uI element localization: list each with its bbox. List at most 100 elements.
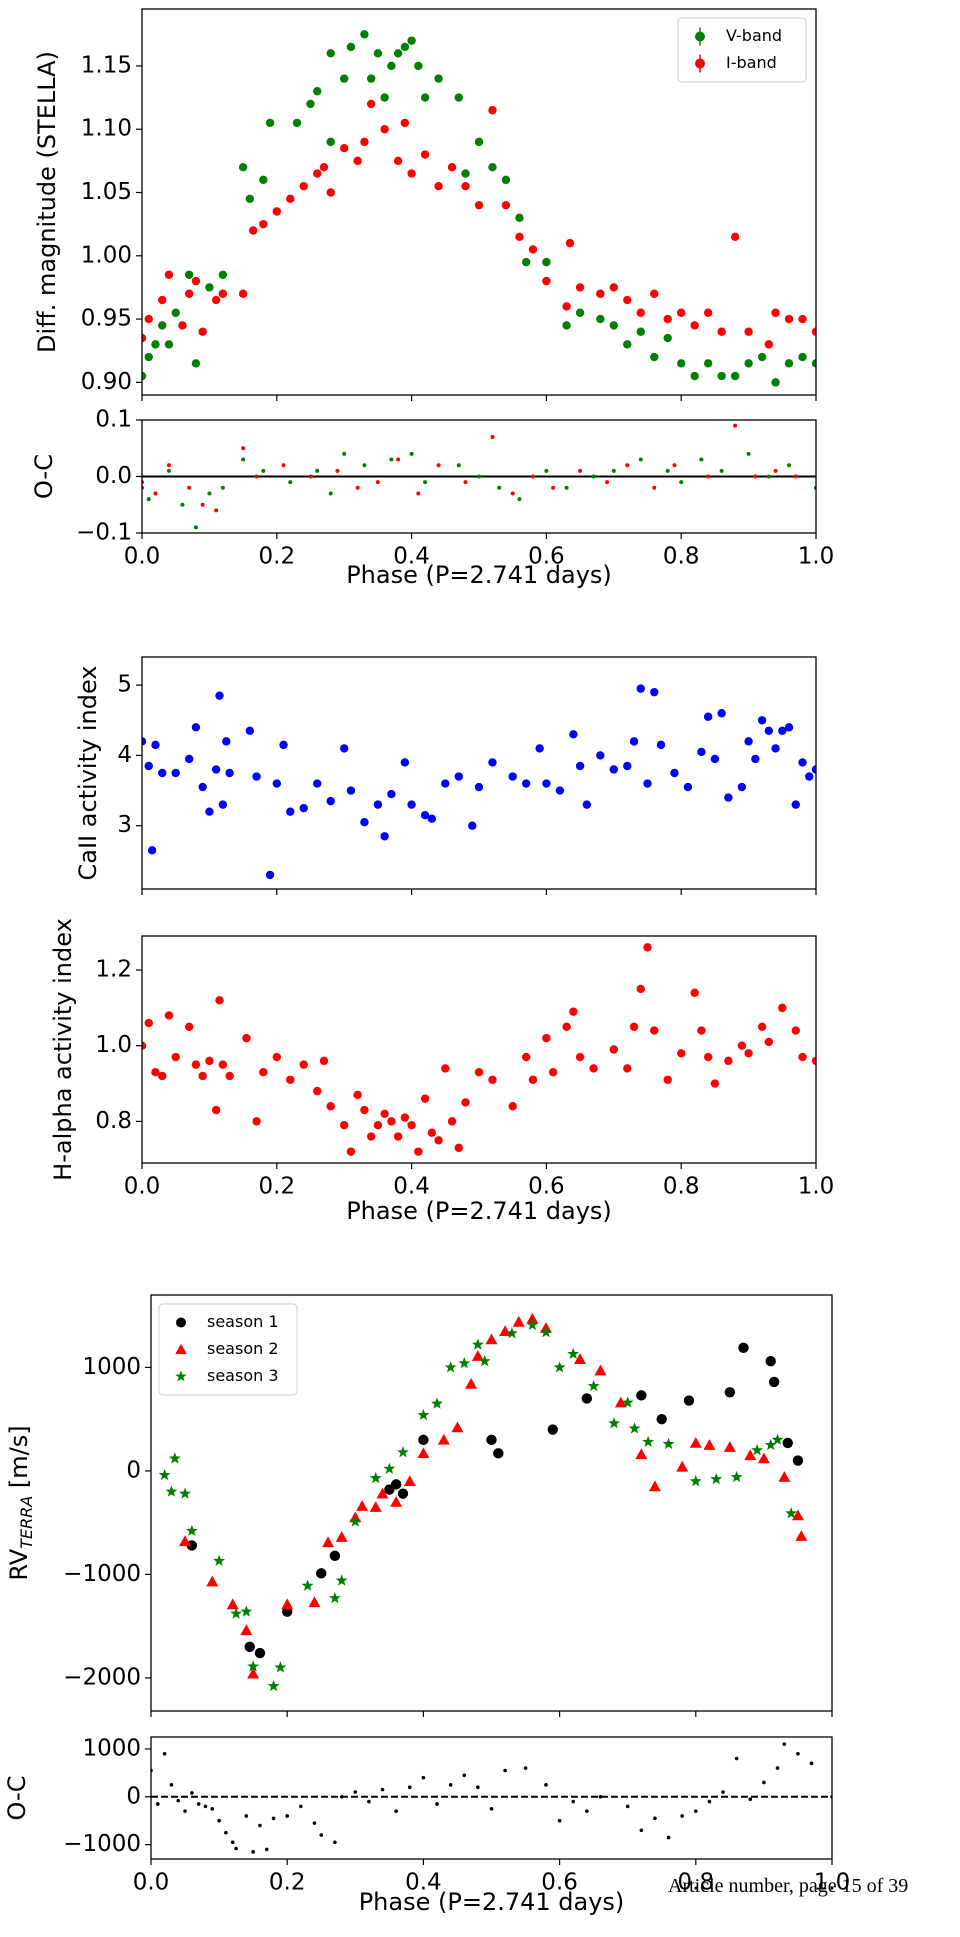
data-point [623,340,632,349]
data-point [213,1554,226,1566]
data-point [528,1075,538,1084]
data-point [211,765,221,774]
data-point [335,468,340,473]
data-point [376,1487,389,1499]
data-point [313,1086,322,1096]
data-point [575,761,585,771]
data-point [497,485,502,490]
data-point [575,308,585,317]
data-point [643,779,652,788]
data-point [528,245,538,254]
x-axis-label: Phase (P=2.741 days) [346,1197,612,1225]
data-point [689,1437,702,1448]
data-point [326,49,335,58]
data-point [689,1475,702,1487]
legend-marker [175,1370,187,1382]
data-point [730,232,740,242]
data-point [611,468,616,473]
data-point [811,359,816,368]
data-point [242,1033,251,1043]
data-point [551,485,556,490]
data-point [249,226,258,235]
data-point [501,175,511,185]
data-point [798,314,807,324]
y-tick-label: 0.1 [95,407,132,433]
data-point [574,1353,587,1364]
data-point [407,169,416,178]
data-point [158,321,167,330]
data-point [225,1071,234,1081]
data-point [719,468,724,473]
data-point [367,1799,371,1804]
x-tick-label: 0.6 [541,1870,578,1896]
data-point [746,451,751,456]
data-point [164,340,174,349]
data-point [346,1147,356,1156]
data-point [766,474,771,479]
y-axis-label: Diff. magnitude (STELLA) [33,51,61,353]
data-point [396,457,401,462]
data-point [184,270,194,279]
data-point [369,1501,382,1512]
data-point [650,1026,659,1035]
data-point [785,1507,798,1519]
data-point [737,1041,747,1050]
data-point [169,1783,174,1787]
data-point [697,747,706,757]
data-point [340,74,349,83]
data-point [463,480,468,485]
data-point [575,283,585,292]
data-point [390,1479,402,1490]
data-point [471,1338,484,1350]
data-point [488,162,497,172]
data-point [299,803,308,813]
data-point [764,1037,774,1047]
data-point [609,1045,618,1054]
data-point [485,1333,498,1345]
data-point [738,1342,749,1353]
data-point [191,359,201,368]
data-point [703,308,713,317]
data-point [252,772,261,781]
data-point [333,1840,337,1845]
data-point [744,1049,753,1058]
data-point [190,1791,194,1795]
data-point [407,36,416,45]
data-point [562,1022,571,1031]
data-point [340,744,349,753]
data-point [165,1485,178,1497]
y-tick-label: 3 [117,812,132,838]
data-point [523,1766,528,1770]
data-point [142,333,147,343]
data-point [730,1470,743,1483]
data-point [474,137,484,147]
data-point [322,1536,335,1548]
data-point [663,314,672,324]
x-tick-label: 0.8 [663,544,700,570]
data-point [218,270,228,279]
data-point [191,723,201,732]
data-point [420,810,430,820]
data-point [240,1624,253,1636]
data-point [360,30,369,39]
data-point [366,99,376,109]
data-point [605,480,610,485]
data-point [387,61,396,71]
data-point [206,1575,219,1587]
data-point [676,1460,689,1472]
data-point [427,1128,437,1137]
data-point [164,1011,174,1020]
data-point [650,289,659,298]
data-point [499,1325,512,1337]
data-point [316,1568,327,1579]
data-point [795,1530,808,1541]
data-point [710,1472,723,1485]
data-point [547,1424,558,1435]
data-point [512,1315,525,1327]
legend-box [158,1303,298,1396]
data-point [653,1816,657,1821]
data-point [265,118,275,128]
y-tick-label: 4 [117,742,132,768]
data-point [535,744,544,753]
data-point [578,468,583,473]
